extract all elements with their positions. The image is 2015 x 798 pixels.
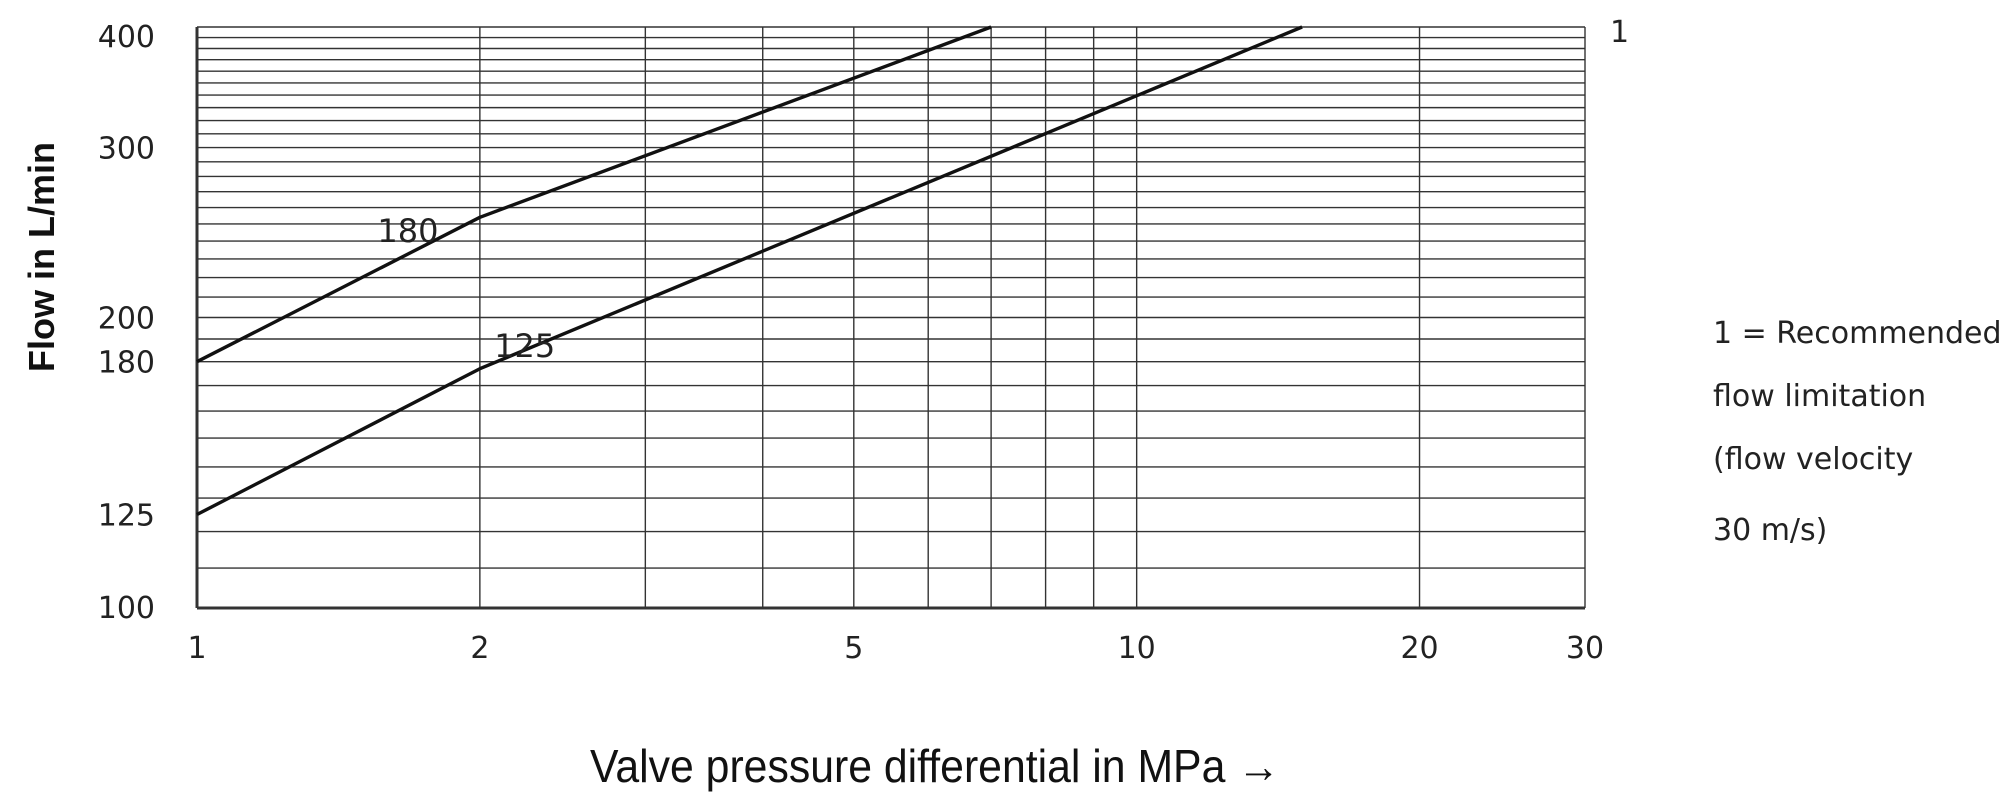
note-line-3: (flow velocity	[1713, 442, 1913, 477]
y-tick-label: 200	[98, 302, 155, 337]
y-tick-label: 125	[98, 498, 155, 533]
x-tick-label: 2	[470, 631, 489, 666]
limit-marker-label: 1	[1610, 15, 1629, 50]
chart-series	[196, 25, 1303, 517]
x-tick-label: 5	[844, 631, 863, 666]
note-line-4: 30 m/s)	[1713, 513, 1827, 548]
x-tick-labels: 1 2 5 10 20 30	[187, 631, 1604, 666]
chart-grid	[195, 26, 1586, 610]
series-line-180	[196, 25, 992, 364]
note-line-2: flow limitation	[1713, 379, 1926, 414]
y-tick-label: 400	[98, 20, 155, 55]
y-tick-labels: 100 125 180 200 300 400	[98, 20, 155, 626]
x-tick-label: 20	[1400, 631, 1438, 666]
note-line-1: 1 = Recommended	[1713, 316, 2002, 351]
series-label-180: 180	[377, 212, 438, 250]
x-tick-label: 1	[187, 631, 206, 666]
x-tick-label: 10	[1118, 631, 1156, 666]
series-line-125	[196, 25, 1303, 517]
y-axis-title: Flow in L/min	[21, 142, 62, 372]
series-labels: 180 125	[377, 212, 555, 365]
x-axis-title: Valve pressure differential in MPa →	[590, 740, 1280, 792]
y-tick-label: 300	[98, 132, 155, 167]
series-label-125: 125	[494, 327, 555, 365]
y-tick-label: 100	[98, 591, 155, 626]
legend-note: 1 = Recommended flow limitation (flow ve…	[1713, 316, 2002, 548]
y-tick-label: 180	[98, 346, 155, 381]
x-tick-label: 30	[1566, 631, 1604, 666]
